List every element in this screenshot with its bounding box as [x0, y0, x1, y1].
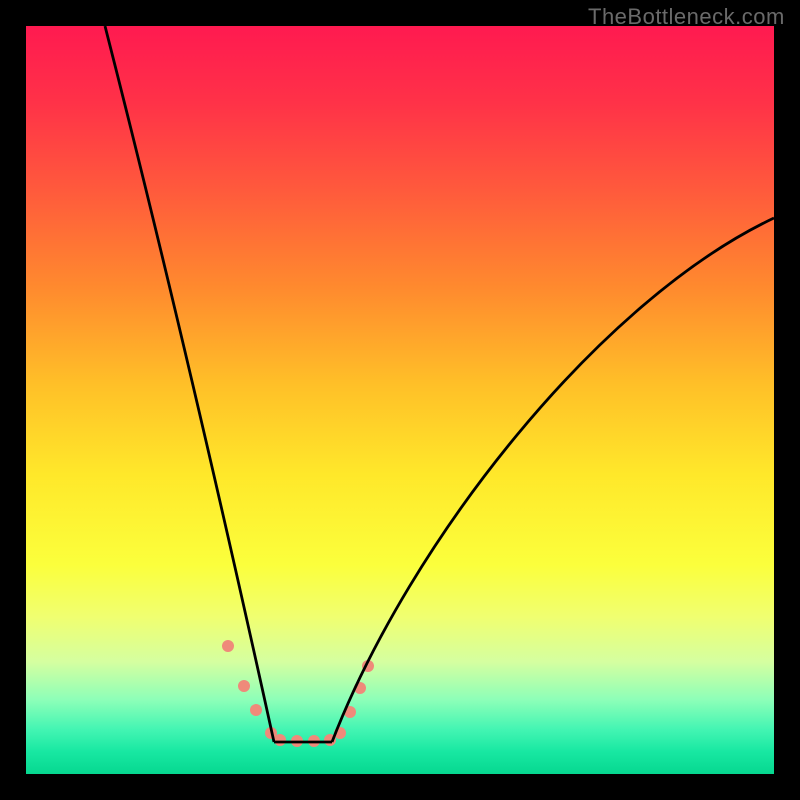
reference-marker	[250, 704, 262, 716]
bottleneck-curve-right	[332, 218, 774, 742]
reference-marker	[274, 734, 286, 746]
chart-overlay-svg	[0, 0, 800, 800]
reference-marker	[222, 640, 234, 652]
reference-marker	[238, 680, 250, 692]
bottleneck-curve-left	[105, 26, 274, 742]
